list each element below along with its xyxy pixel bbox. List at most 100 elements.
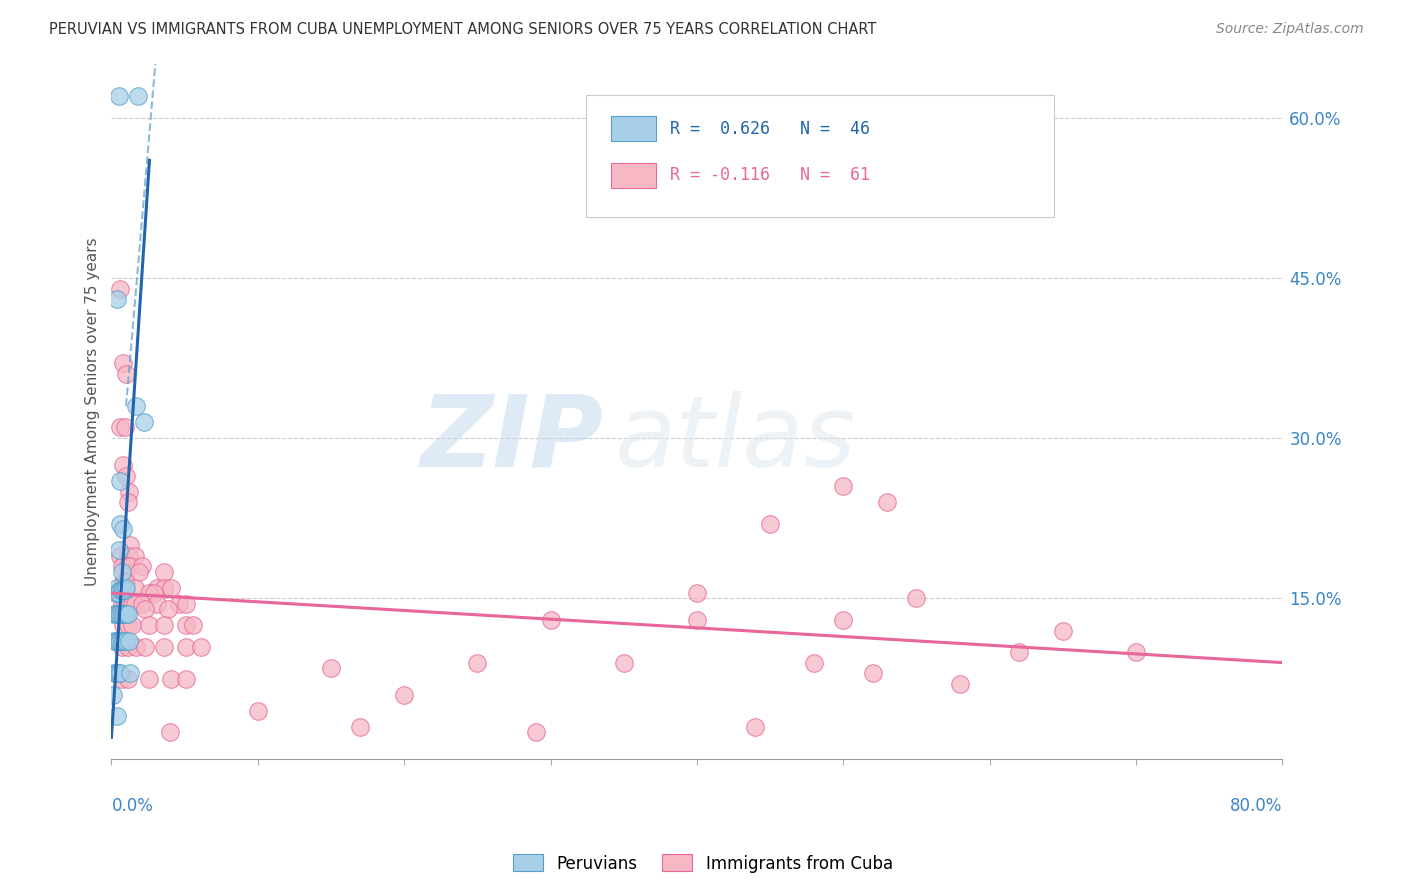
- Point: [108, 474, 131, 488]
- Text: 0.0%: 0.0%: [111, 797, 153, 815]
- Point: [142, 586, 165, 600]
- Point: [108, 420, 131, 434]
- Point: [132, 415, 155, 429]
- Point: [862, 666, 884, 681]
- Point: [190, 640, 212, 654]
- Point: [174, 640, 197, 654]
- Point: [1008, 645, 1031, 659]
- Point: [104, 607, 127, 622]
- Point: [146, 597, 169, 611]
- Point: [146, 581, 169, 595]
- Point: [153, 640, 176, 654]
- Point: [105, 666, 128, 681]
- Point: [104, 634, 127, 648]
- Point: [118, 634, 141, 648]
- Point: [111, 634, 134, 648]
- Point: [803, 656, 825, 670]
- Point: [1052, 624, 1074, 638]
- Point: [112, 522, 135, 536]
- Point: [120, 538, 142, 552]
- Point: [832, 613, 855, 627]
- Point: [112, 575, 135, 590]
- Point: [115, 575, 138, 590]
- Point: [124, 549, 146, 563]
- Point: [107, 634, 129, 648]
- Point: [111, 640, 134, 654]
- Point: [174, 597, 197, 611]
- Point: [108, 666, 131, 681]
- Point: [107, 89, 129, 103]
- Point: [157, 602, 180, 616]
- Point: [131, 597, 153, 611]
- Point: [115, 634, 138, 648]
- Point: [118, 484, 141, 499]
- Point: [138, 618, 160, 632]
- Text: ZIP: ZIP: [420, 391, 603, 488]
- Point: [105, 634, 128, 648]
- Point: [138, 672, 160, 686]
- Point: [112, 582, 135, 597]
- Point: [111, 672, 134, 686]
- Point: [115, 581, 138, 595]
- Point: [949, 677, 972, 691]
- Text: R = -0.116   N =  61: R = -0.116 N = 61: [669, 166, 870, 185]
- Point: [160, 672, 183, 686]
- Point: [124, 597, 146, 611]
- Point: [138, 586, 160, 600]
- Point: [107, 607, 129, 622]
- Point: [392, 688, 415, 702]
- Point: [128, 565, 150, 579]
- Point: [117, 672, 139, 686]
- Point: [759, 516, 782, 531]
- Point: [105, 709, 128, 723]
- Point: [686, 586, 709, 600]
- Point: [117, 640, 139, 654]
- Point: [153, 581, 176, 595]
- Point: [125, 640, 148, 654]
- Y-axis label: Unemployment Among Seniors over 75 years: Unemployment Among Seniors over 75 years: [86, 237, 100, 586]
- Point: [111, 559, 134, 574]
- Point: [117, 559, 139, 574]
- Point: [112, 607, 135, 622]
- Point: [111, 582, 134, 597]
- Text: R =  0.626   N =  46: R = 0.626 N = 46: [669, 120, 870, 137]
- Point: [832, 479, 855, 493]
- Point: [103, 666, 125, 681]
- Point: [117, 597, 139, 611]
- Point: [117, 607, 139, 622]
- Point: [108, 281, 131, 295]
- Point: [112, 618, 135, 632]
- Point: [319, 661, 342, 675]
- Point: [120, 666, 142, 681]
- Point: [114, 582, 136, 597]
- Point: [114, 607, 136, 622]
- Point: [183, 618, 205, 632]
- Point: [613, 656, 636, 670]
- Point: [105, 586, 128, 600]
- Text: PERUVIAN VS IMMIGRANTS FROM CUBA UNEMPLOYMENT AMONG SENIORS OVER 75 YEARS CORREL: PERUVIAN VS IMMIGRANTS FROM CUBA UNEMPLO…: [49, 22, 876, 37]
- Point: [117, 495, 139, 509]
- Point: [111, 597, 134, 611]
- Point: [105, 292, 128, 306]
- Point: [111, 607, 134, 622]
- Point: [101, 688, 124, 702]
- Point: [114, 597, 136, 611]
- Point: [117, 618, 139, 632]
- Point: [876, 495, 898, 509]
- Point: [125, 399, 148, 413]
- Text: 80.0%: 80.0%: [1230, 797, 1282, 815]
- Point: [465, 656, 488, 670]
- Point: [115, 468, 138, 483]
- Point: [159, 725, 181, 739]
- Point: [134, 602, 156, 616]
- Point: [153, 565, 176, 579]
- Point: [174, 618, 197, 632]
- Point: [118, 549, 141, 563]
- Point: [111, 565, 134, 579]
- Point: [349, 720, 371, 734]
- Point: [107, 586, 129, 600]
- Point: [104, 666, 127, 681]
- Point: [108, 549, 131, 563]
- Legend: Peruvians, Immigrants from Cuba: Peruvians, Immigrants from Cuba: [506, 847, 900, 880]
- Point: [108, 607, 131, 622]
